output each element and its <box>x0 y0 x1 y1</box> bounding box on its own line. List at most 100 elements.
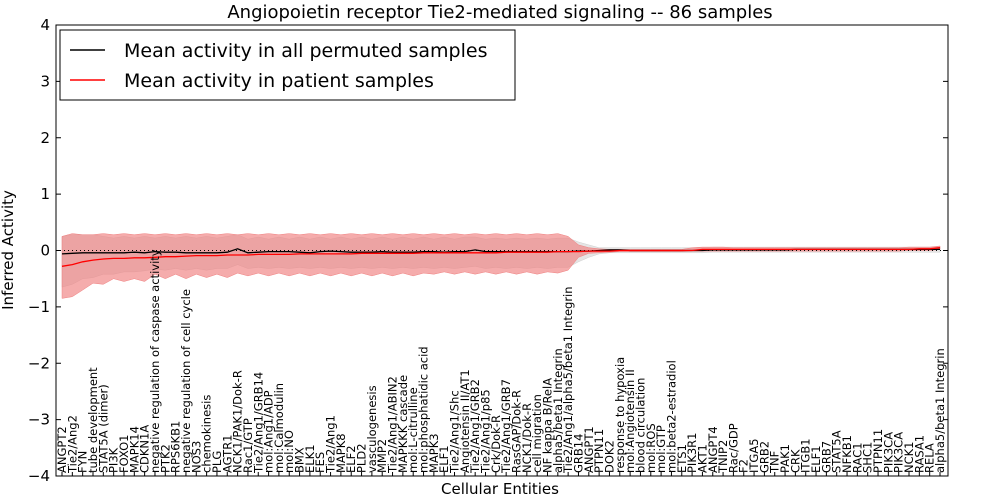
x-tick-label: Tie2/Ang1/p85 <box>479 389 493 474</box>
x-tick-label: NCK1/PAK1/Dok-R <box>231 370 245 473</box>
x-tick-label: negative regulation of caspase activity <box>148 249 162 473</box>
x-tick-label: mol:beta2-estradiol <box>664 360 678 473</box>
x-tick-label: mol:Calmodulin <box>272 383 286 473</box>
x-tick-label: BMX <box>293 447 307 473</box>
x-tick-label: FES <box>313 452 327 473</box>
x-tick-label: tube development <box>86 367 100 473</box>
x-tick-label: PLG <box>210 451 224 473</box>
x-tick-label: SHC1 <box>861 442 875 473</box>
y-axis-label: Inferred Activity <box>0 190 17 310</box>
x-tick-label: STAT5A <box>830 430 844 473</box>
x-tick-label: Tie2/Ang1 <box>324 415 338 474</box>
x-tick-label: RasGAP/Dok-R <box>510 390 524 473</box>
x-tick-label: AGTR1 <box>220 435 234 474</box>
x-tick-label: RAC1 <box>850 442 864 473</box>
x-tick-label: ELF1 <box>437 445 451 473</box>
x-tick-label: negative regulation of cell cycle <box>179 289 193 473</box>
x-tick-label: ETS1 <box>675 444 689 473</box>
y-tick-label: −1 <box>28 298 50 316</box>
x-tick-label: ITGA5 <box>747 438 761 473</box>
x-tick-label: MAPK8 <box>334 433 348 473</box>
x-tick-label: chemokinesis <box>200 395 214 473</box>
legend-label-patient: Mean activity in patient samples <box>124 70 434 92</box>
x-tick-label: response to hypoxia <box>613 357 627 473</box>
y-tick-label: 3 <box>40 72 50 90</box>
x-tick-label: Tie2/Ang1/GRB2 <box>468 379 482 474</box>
confidence-bands <box>61 233 941 299</box>
x-tick-label: CRK <box>788 449 802 473</box>
x-tick-label: NF kappa B/RelA <box>541 378 555 473</box>
x-tick-label: MMP2 <box>375 439 389 473</box>
x-tick-label: mol:phosphatidic acid <box>417 346 431 473</box>
x-tick-label: mol:GTP <box>654 425 668 473</box>
y-tick-label: 1 <box>40 185 50 203</box>
x-tick-label: PAK1 <box>778 444 792 473</box>
x-tick-label: ANGPT1 <box>582 426 596 473</box>
x-tick-label: mol:NO <box>282 430 296 473</box>
x-tick-label: PIK3CA <box>892 432 906 473</box>
x-tick-label: Crk/Dok-R <box>489 415 503 473</box>
x-tick-label: TNF <box>768 451 782 474</box>
x-tick-label: blood circulation <box>633 378 647 473</box>
x-tick-label: PI3K <box>107 447 121 473</box>
x-tick-label: MAPK3 <box>427 433 441 473</box>
x-tick-label: RPS6KB1 <box>169 421 183 473</box>
x-tick-label: GRB2 <box>757 441 771 473</box>
x-axis-label: Cellular Entities <box>441 480 559 498</box>
x-tick-label: ITGB1 <box>799 438 813 473</box>
x-tick-label: NOS3 <box>189 441 203 473</box>
y-axis-ticks: 4 3 2 1 0 −1 −2 −3 −4 <box>28 16 948 485</box>
x-tick-label: PTK2 <box>158 444 172 473</box>
x-tick-label: ELF1 <box>809 445 823 473</box>
x-tick-label: CDKN1A <box>138 425 152 473</box>
x-tick-label: Tie2/Ang1/alpha5/beta1 Integrin <box>561 286 575 474</box>
x-tick-label: Tie2/Ang1/GRB7 <box>499 379 513 474</box>
y-tick-label: −3 <box>28 411 50 429</box>
x-tick-label: STAT5A (dimer) <box>96 384 110 473</box>
x-tick-label: Rac/GDP <box>726 423 740 473</box>
x-tick-label: RELA <box>923 443 937 473</box>
legend-label-permuted: Mean activity in all permuted samples <box>124 40 487 62</box>
x-tick-label: Tie2/Ang2 <box>65 415 79 474</box>
x-tick-label: PIK3R1 <box>685 433 699 474</box>
x-tick-label: ANGPT4 <box>706 426 720 473</box>
x-tick-label: mol:Ang1/ADP <box>262 390 276 473</box>
y-tick-label: −2 <box>28 354 50 372</box>
x-tick-label: PIK3CA <box>881 432 895 473</box>
x-tick-label: mol:Angiotensin II <box>623 369 637 473</box>
x-tick-label: ELK1 <box>303 444 317 473</box>
x-tick-label: vasculogenesis <box>365 385 379 473</box>
x-tick-label: Rac1/GTP <box>241 418 255 473</box>
y-tick-label: 2 <box>40 129 50 147</box>
legend: Mean activity in all permuted samples Me… <box>59 29 516 101</box>
legend-frame <box>59 29 516 101</box>
x-tick-label: NFKB1 <box>840 435 854 473</box>
y-tick-label: 4 <box>40 16 50 34</box>
x-tick-label: AKT1 <box>695 444 709 473</box>
band-series-1 <box>61 233 941 299</box>
x-tick-label: mol:L-citrulline <box>406 387 420 473</box>
x-tick-label: PLD2 <box>355 443 369 473</box>
x-tick-label: PTPN11 <box>592 429 606 473</box>
x-tick-label: MAPK14 <box>127 426 141 473</box>
line-series-1 <box>61 247 941 267</box>
x-tick-label: MAPKKK cascade <box>396 375 410 473</box>
x-tick-label: NCK1/Dok-R <box>520 403 534 473</box>
x-tick-label: FOXO1 <box>117 435 131 473</box>
x-tick-label: mol:ROS <box>644 423 658 473</box>
x-tick-label: Tie2/Ang1/Shc <box>448 390 462 474</box>
x-tick-label: NCK1 <box>902 442 916 474</box>
x-tick-label: PTPN11 <box>871 429 885 473</box>
x-tick-label: RASA1 <box>912 435 926 473</box>
x-tick-label: Tie2/Ang1/GRB14 <box>251 372 265 474</box>
x-tick-label: TNIP2 <box>716 440 730 474</box>
x-tick-label: GRB14 <box>572 434 586 473</box>
x-tick-label: FYN <box>76 451 90 473</box>
chart-title: Angiopoietin receptor Tie2-mediated sign… <box>227 2 772 23</box>
x-tick-label: DOK2 <box>603 440 617 473</box>
x-tick-label: GRB7 <box>819 441 833 473</box>
x-tick-label: ELF2 <box>344 445 358 473</box>
x-tick-label: Angiotensin II/AT1 <box>458 369 472 473</box>
